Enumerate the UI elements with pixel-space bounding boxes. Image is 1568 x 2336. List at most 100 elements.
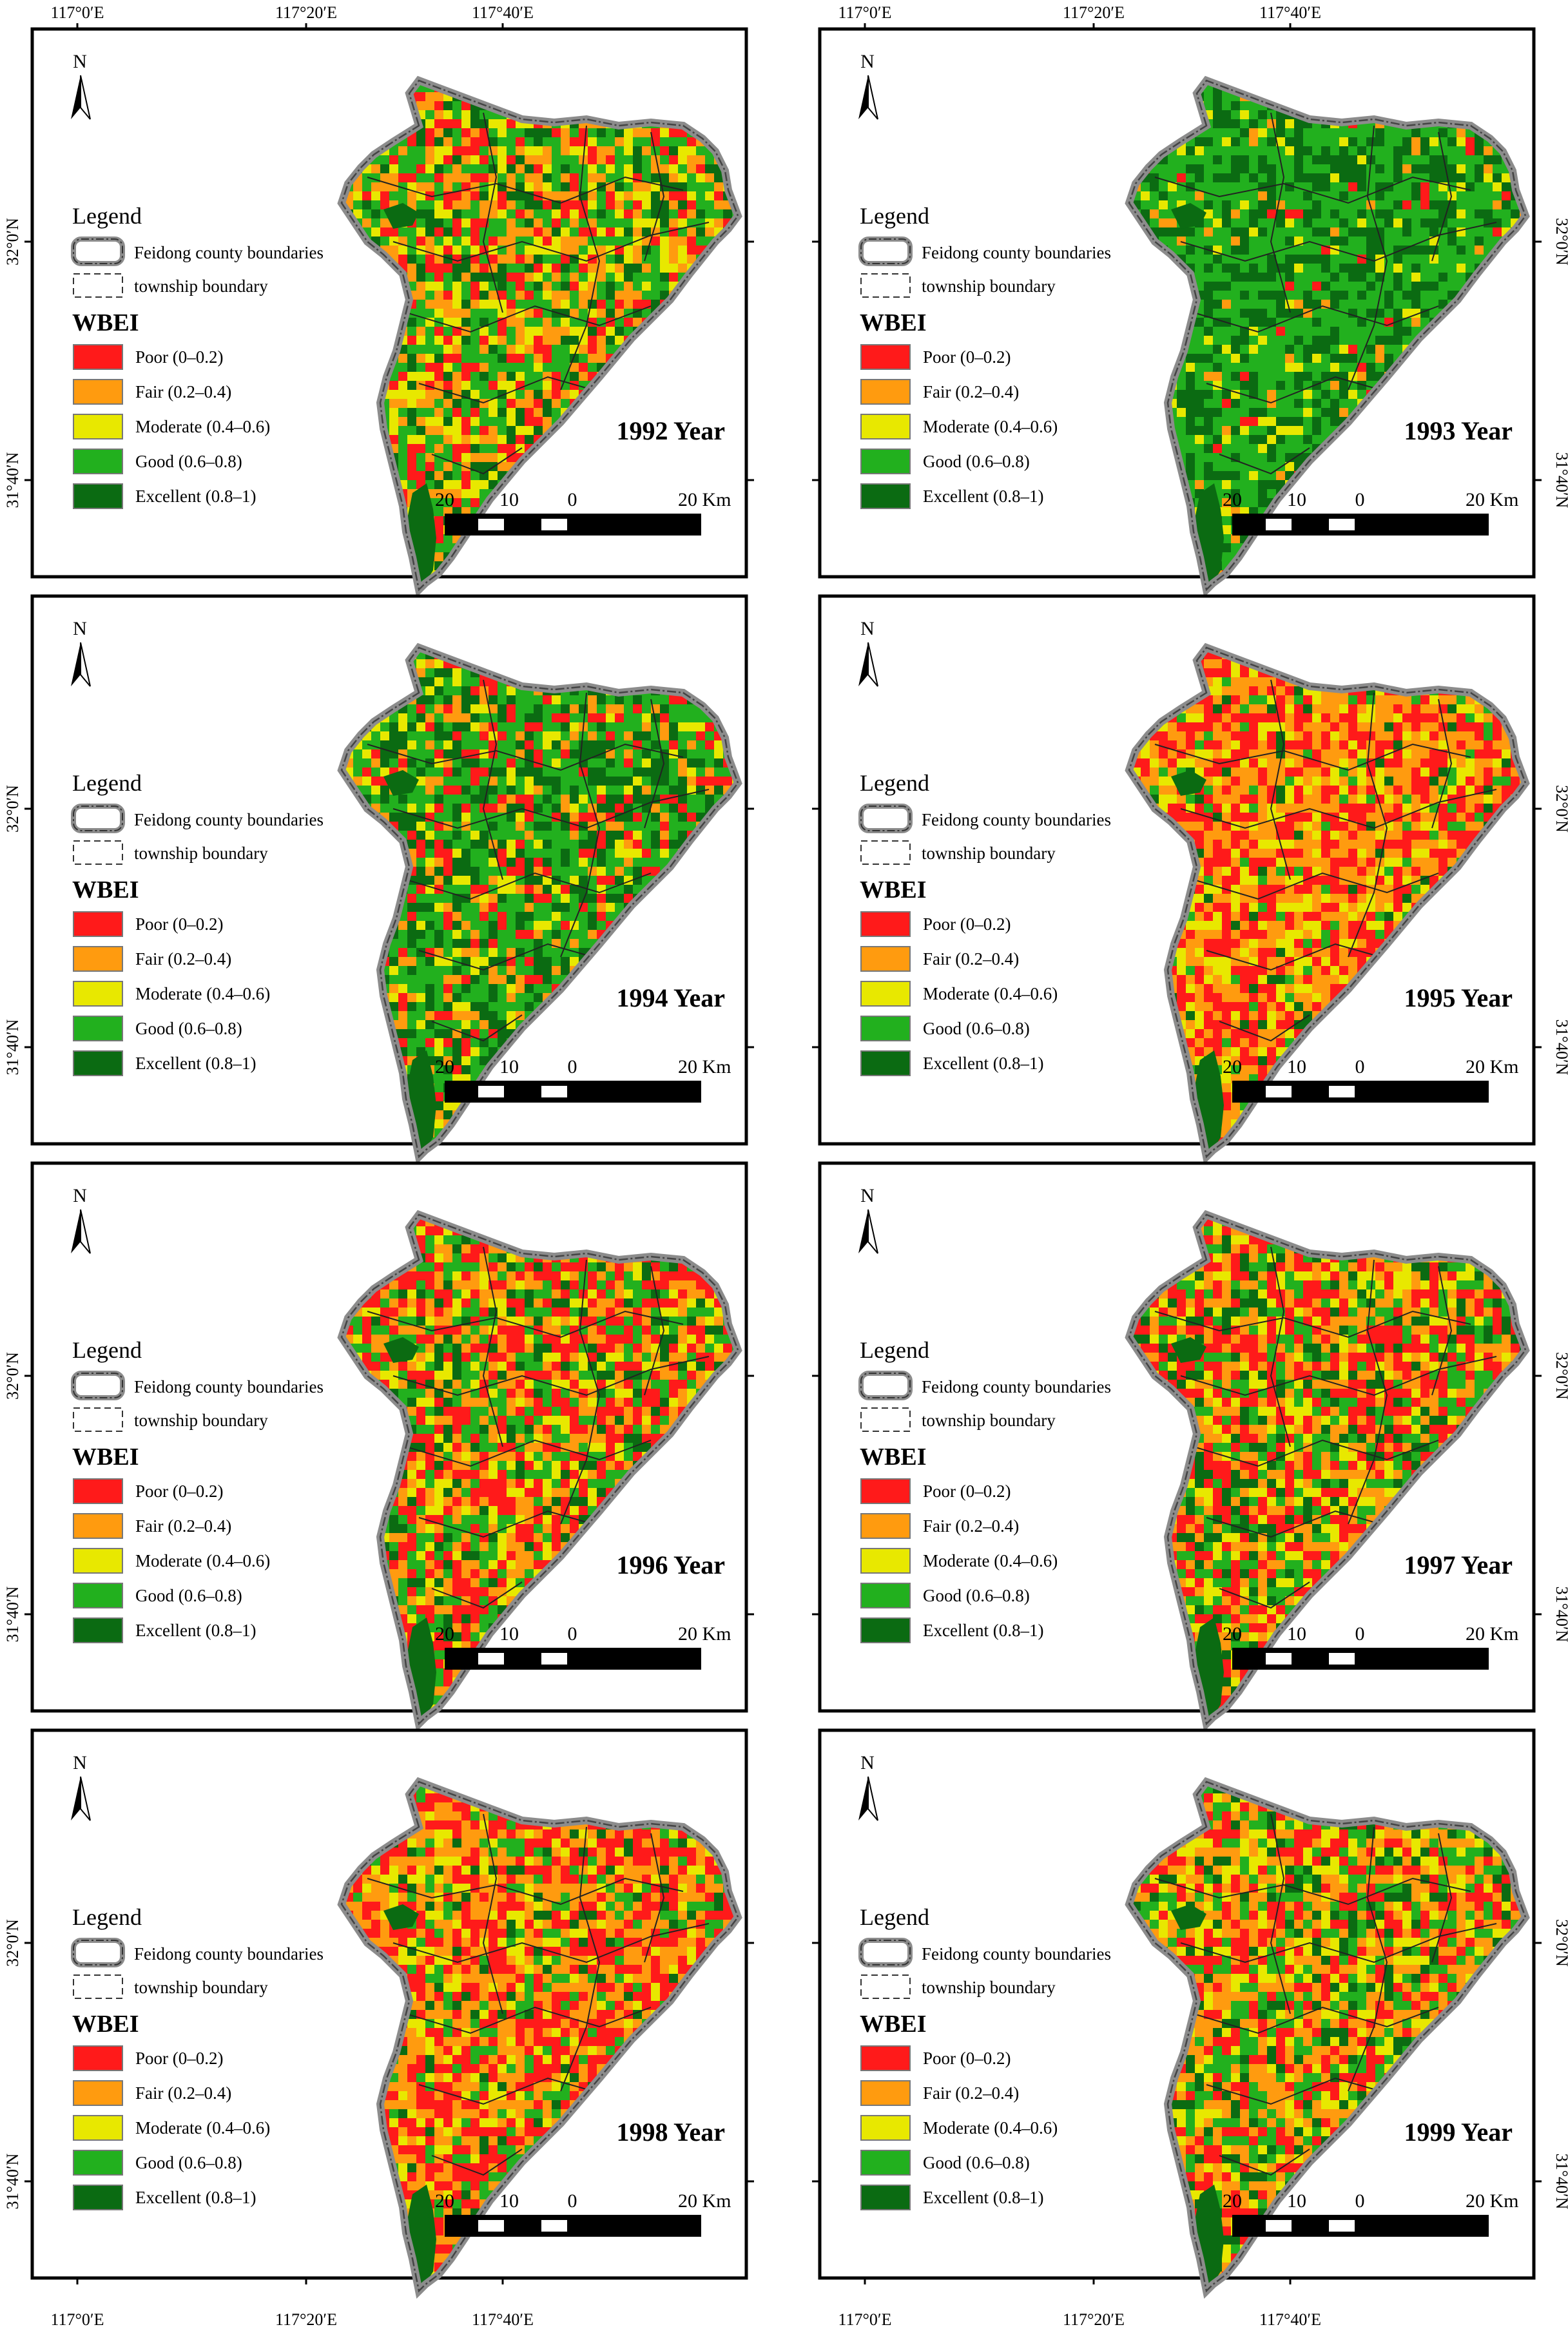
- scale-label: 0: [568, 2190, 577, 2212]
- scale-label: 20: [435, 2190, 454, 2212]
- legend-class-label: Poor (0–0.2): [923, 2049, 1011, 2068]
- legend: Legend Feidong county boundaries township …: [71, 203, 324, 509]
- legend-swatch: [860, 379, 911, 405]
- legend-swatch: [860, 1583, 911, 1608]
- legend-class-label: Moderate (0.4–0.6): [135, 1551, 270, 1570]
- legend-swatch: [860, 449, 911, 474]
- county-boundary-inner: [1128, 646, 1527, 1159]
- legend-township-label: township boundary: [922, 276, 1056, 296]
- legend-township-label: township boundary: [134, 844, 268, 863]
- legend-swatch: [73, 2185, 123, 2210]
- scale-label: 10: [499, 489, 519, 510]
- longitude-label-top: 117°40′E: [472, 3, 534, 22]
- legend-class-label: Fair (0.2–0.4): [135, 382, 231, 401]
- legend-swatch: [860, 2080, 911, 2106]
- longitude-label-bottom: 117°40′E: [1259, 2310, 1321, 2329]
- township-boundaries: [367, 679, 710, 1042]
- county-boundary-inner: [340, 79, 739, 592]
- legend-class-label: Good (0.6–0.8): [135, 1019, 242, 1038]
- scale-bar: 20 10 0 20 Km: [1223, 1623, 1519, 1670]
- county-boundary-inner: [1128, 79, 1527, 592]
- legend-swatch: [860, 911, 911, 937]
- legend-county-label: Feidong county boundaries: [134, 243, 324, 262]
- wbei-title: WBEI: [72, 1443, 139, 1471]
- legend-swatch: [860, 1617, 911, 1643]
- scale-label: 10: [499, 1623, 519, 1645]
- legend: Legend Feidong county boundaries township …: [858, 770, 1111, 1076]
- scale-label: 0: [1355, 2190, 1365, 2212]
- legend-class-label: Fair (0.2–0.4): [135, 949, 231, 969]
- wbei-title: WBEI: [72, 876, 139, 903]
- legend-class-label: Poor (0–0.2): [923, 914, 1011, 934]
- north-arrow-label: N: [860, 1752, 875, 1773]
- legend: Legend Feidong county boundaries township …: [858, 1337, 1111, 1643]
- legend-class-label: Moderate (0.4–0.6): [135, 2118, 270, 2138]
- legend-swatch: [73, 911, 123, 937]
- north-arrow: N: [858, 1752, 878, 1821]
- year-label: 1997 Year: [1404, 1550, 1513, 1579]
- legend-county-label: Feidong county boundaries: [922, 810, 1111, 829]
- legend: Legend Feidong county boundaries township …: [71, 1337, 324, 1643]
- legend-class-label: Good (0.6–0.8): [923, 2153, 1030, 2172]
- legend-swatch: [73, 1513, 123, 1539]
- scale-bar: 20 10 0 20 Km: [435, 2190, 731, 2237]
- legend-swatch: [73, 1050, 123, 1076]
- reservoir-area: [383, 1337, 419, 1363]
- scale-label: 0: [1355, 1056, 1365, 1077]
- scale-bar: 20 10 0 20 Km: [435, 1056, 731, 1103]
- legend-county-label: Feidong county boundaries: [922, 1377, 1111, 1396]
- wbei-title: WBEI: [860, 2011, 926, 2038]
- scale-label: 20: [1223, 489, 1242, 510]
- township-boundaries: [1154, 1813, 1497, 2176]
- latitude-label-left: 32°0′N: [3, 1352, 22, 1400]
- scale-label: 0: [568, 1056, 577, 1077]
- legend-swatch: [73, 2150, 123, 2176]
- legend-class-label: Excellent (0.8–1): [135, 487, 256, 506]
- legend-county-label: Feidong county boundaries: [922, 1944, 1111, 1964]
- latitude-label-right: 32°0′N: [1553, 218, 1568, 265]
- legend: Legend Feidong county boundaries township …: [858, 1904, 1111, 2210]
- reservoir-area: [383, 770, 419, 796]
- scale-label: 20: [435, 489, 454, 510]
- township-boundary-swatch: [73, 840, 123, 865]
- legend-class-label: Good (0.6–0.8): [135, 452, 242, 471]
- reservoir-area: [1171, 770, 1206, 796]
- legend-title: Legend: [72, 770, 142, 796]
- legend-swatch: [73, 1478, 123, 1504]
- north-arrow-label: N: [73, 1752, 87, 1773]
- legend-swatch: [73, 483, 123, 509]
- north-arrow: N: [71, 1752, 91, 1821]
- scale-label: 20: [1223, 2190, 1242, 2212]
- township-boundary-swatch: [73, 1974, 123, 1999]
- legend-swatch: [73, 344, 123, 370]
- wbei-title: WBEI: [860, 309, 926, 336]
- panels: N Legend Feidong county boundaries township…: [30, 27, 1536, 2299]
- longitude-label-bottom: 117°40′E: [472, 2310, 534, 2329]
- legend-swatch: [73, 1617, 123, 1643]
- legend-class-label: Moderate (0.4–0.6): [923, 417, 1058, 436]
- legend-township-label: township boundary: [922, 844, 1056, 863]
- township-boundary-swatch: [73, 273, 123, 298]
- scale-label: 20 Km: [678, 489, 731, 510]
- north-arrow-label: N: [860, 51, 875, 72]
- north-arrow-label: N: [860, 1185, 875, 1206]
- legend-class-label: Poor (0–0.2): [135, 1482, 224, 1501]
- legend-title: Legend: [860, 770, 929, 796]
- latitude-label-right: 32°0′N: [1553, 785, 1568, 833]
- map-panel: N Legend Feidong county boundaries township…: [30, 1728, 748, 2299]
- year-label: 1999 Year: [1404, 2118, 1513, 2147]
- legend-swatch: [860, 2045, 911, 2071]
- legend-class-label: Good (0.6–0.8): [135, 1586, 242, 1605]
- legend-class-label: Fair (0.2–0.4): [135, 2083, 231, 2103]
- scale-label: 20 Km: [678, 1623, 731, 1645]
- legend-class-label: Fair (0.2–0.4): [923, 2083, 1019, 2103]
- legend-swatch: [860, 1050, 911, 1076]
- longitude-label-bottom: 117°0′E: [838, 2310, 891, 2329]
- latitude-label-left: 32°0′N: [3, 785, 22, 833]
- township-boundary-swatch: [73, 1407, 123, 1432]
- legend-swatch: [73, 946, 123, 972]
- reservoir-area: [383, 203, 419, 229]
- township-boundaries: [367, 1813, 710, 2176]
- legend-class-label: Moderate (0.4–0.6): [923, 984, 1058, 1003]
